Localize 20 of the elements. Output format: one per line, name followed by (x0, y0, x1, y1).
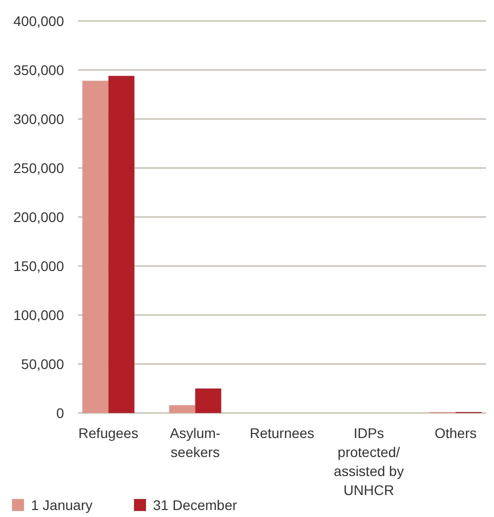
x-tick-label: Refugees (78, 425, 138, 441)
y-tick-label: 400,000 (13, 12, 64, 29)
y-tick-label: 300,000 (13, 110, 64, 127)
bar (195, 388, 222, 413)
x-tick-label: Others (434, 425, 477, 441)
y-tick-label: 350,000 (13, 62, 64, 78)
x-tick-label: IDPs protected/ assisted by UNHCR (334, 425, 404, 498)
x-tick-label: Returnees (250, 425, 314, 441)
x-tick-label: Asylum-seekers (170, 425, 221, 460)
bar (169, 405, 196, 413)
y-tick-label: 200,000 (13, 208, 64, 225)
bar (82, 80, 108, 413)
y-tick-label: 150,000 (13, 258, 64, 274)
legend-label: 1 January (31, 496, 92, 513)
y-tick-label: 50,000 (21, 356, 64, 372)
y-tick-label: 100,000 (13, 306, 64, 323)
y-tick-label: 0 (56, 404, 64, 421)
bar (108, 76, 134, 413)
legend-label: 31 December (153, 496, 238, 513)
y-tick-label: 250,000 (13, 160, 64, 176)
